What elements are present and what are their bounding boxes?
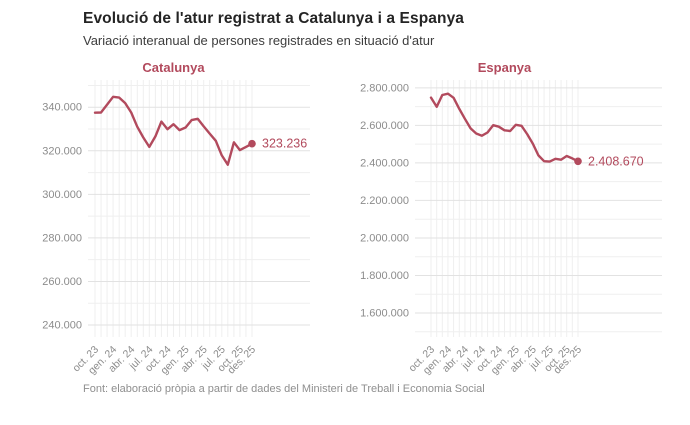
chart-title: Espanya xyxy=(478,60,532,75)
chart-espanya: 2.800.000 2.600.000 2.400.000 2.200.000 2.00… xyxy=(360,60,662,377)
y-axis-tick-label: 340.000 xyxy=(42,102,82,114)
page-subtitle: Variació interanual de persones registra… xyxy=(83,33,435,48)
y-axis-tick-label: 2.200.000 xyxy=(360,195,409,207)
chart-title: Catalunya xyxy=(142,60,205,75)
y-axis-tick-label: 2.600.000 xyxy=(360,120,409,132)
last-point-marker xyxy=(248,139,256,148)
chart-catalunya: 340.000 320.000 300.000 280.000 260.000 240.0… xyxy=(42,60,310,377)
footer-source: Font: elaboració pròpia a partir de dade… xyxy=(83,383,485,395)
y-axis-tick-label: 2.400.000 xyxy=(360,157,409,169)
y-axis-tick-label: 320.000 xyxy=(42,145,82,157)
y-axis-tick-label: 1.600.000 xyxy=(360,307,409,319)
y-axis-tick-label: 1.800.000 xyxy=(360,270,409,282)
y-axis-tick-label: 2.800.000 xyxy=(360,82,409,94)
y-axis-tick-label: 300.000 xyxy=(42,189,82,201)
last-value-label: 2.408.670 xyxy=(588,154,644,168)
page-title: Evolució de l'atur registrat a Catalunya… xyxy=(83,10,465,27)
last-value-label: 323.236 xyxy=(262,137,307,151)
y-axis-tick-label: 2.000.000 xyxy=(360,232,409,244)
series-line xyxy=(429,92,580,163)
series-line xyxy=(93,95,254,166)
y-axis-tick-label: 260.000 xyxy=(42,276,82,288)
y-axis-tick-label: 280.000 xyxy=(42,232,82,244)
last-point-marker xyxy=(574,157,582,166)
y-axis-tick-label: 240.000 xyxy=(42,320,82,332)
